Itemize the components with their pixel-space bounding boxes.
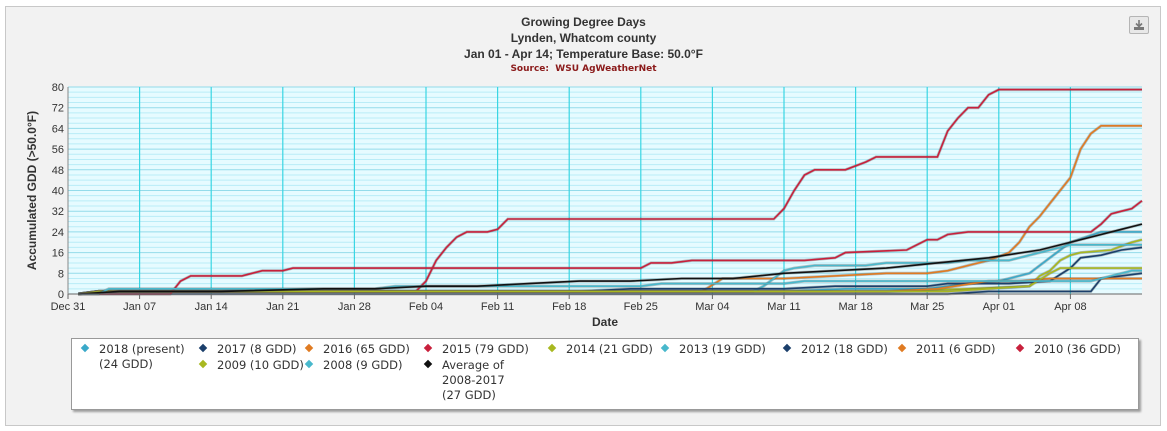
y-axis-ticks: 0 8 16 24 32 40 48 56 64 72 80 (52, 82, 64, 301)
x-tick-label: Mar 18 (838, 301, 872, 313)
legend-label: 2010 (36 GDD) (1034, 342, 1121, 356)
legend-marker (198, 343, 208, 353)
legend-label: 2008 (9 GDD) (323, 358, 403, 372)
chart-legend: 2018 (present) (24 GDD) 2017 (8 GDD) 2016 … (71, 338, 1139, 410)
y-tick-label: 8 (58, 268, 64, 280)
x-tick-label: Jan 07 (123, 301, 156, 313)
source-name: WSU AgWeatherNet (555, 64, 657, 74)
legend-label: 2011 (6 GDD) (916, 342, 996, 356)
legend-marker (547, 343, 557, 353)
legend-label: 2009 (10 GDD) (217, 358, 304, 372)
legend-label: 2014 (21 GDD) (566, 342, 653, 356)
chart-title: Growing Degree Days (521, 15, 646, 29)
download-icon (1134, 20, 1144, 30)
legend-label: 2018 (present) (24 GDD) (99, 342, 185, 371)
y-tick-label: 80 (52, 82, 64, 94)
x-tick-label: Feb 25 (624, 301, 658, 313)
legend-marker (80, 343, 90, 353)
series-line-11 (78, 223, 1143, 295)
legend-label: 2012 (18 GDD) (801, 342, 888, 356)
legend-label: 2015 (79 GDD) (442, 342, 529, 356)
legend-label: 2013 (19 GDD) (679, 342, 766, 356)
series-line-8 (78, 200, 1143, 295)
chart-title-block: Growing Degree Days Lynden, Whatcom coun… (0, 14, 1167, 62)
legend-marker (423, 359, 433, 369)
y-tick-label: 56 (52, 144, 64, 156)
x-axis-label: Date (592, 315, 618, 329)
legend-marker (660, 343, 670, 353)
x-tick-label: Apr 08 (1054, 301, 1086, 313)
vertical-gridlines (139, 87, 1072, 294)
series-line-5 (78, 244, 1142, 295)
x-tick-label: Feb 04 (409, 301, 443, 313)
series-lines (78, 88, 1143, 296)
legend-marker (782, 343, 792, 353)
export-button[interactable] (1129, 16, 1149, 34)
x-tick-label: Jan 14 (195, 301, 228, 313)
x-tick-label: Mar 04 (695, 301, 729, 313)
y-tick-label: 0 (58, 289, 64, 301)
chart-subtitle-range: Jan 01 - Apr 14; Temperature Base: 50.0°… (464, 47, 703, 61)
legend-marker (198, 359, 208, 369)
legend-marker (1015, 343, 1025, 353)
y-tick-label: 32 (52, 206, 64, 218)
horizontal-gridlines (68, 86, 1142, 295)
y-axis-label: Accumulated GDD (>50.0°F) (25, 111, 39, 270)
y-tick-label: 24 (52, 227, 64, 239)
series-line-3 (78, 88, 1142, 295)
x-tick-label: Feb 18 (552, 301, 586, 313)
y-tick-label: 64 (52, 123, 64, 135)
x-tick-label: Apr 01 (983, 301, 1015, 313)
series-line-6 (78, 246, 1143, 295)
x-tick-label: Jan 21 (266, 301, 299, 313)
x-axis-ticks: Dec 31 Jan 07 Jan 14 Jan 21 Jan 28 Feb 04 Feb … (51, 294, 1087, 313)
x-tick-label: Jan 28 (338, 301, 371, 313)
legend-label: 2017 (8 GDD) (217, 342, 297, 356)
x-tick-label: Dec 31 (51, 301, 86, 313)
series-line-9 (78, 267, 1142, 295)
y-tick-label: 48 (52, 165, 64, 177)
chart-subtitle-location: Lynden, Whatcom county (510, 31, 657, 45)
x-tick-label: Feb 11 (481, 301, 514, 313)
source-label: Source: (510, 64, 550, 74)
legend-label: 2016 (65 GDD) (323, 342, 410, 356)
y-tick-label: 16 (52, 248, 64, 260)
x-tick-label: Mar 25 (910, 301, 944, 313)
x-tick-label: Mar 11 (767, 301, 800, 313)
y-tick-label: 72 (52, 103, 64, 115)
chart-source: Source: WSU AgWeatherNet (0, 64, 1167, 74)
y-tick-label: 40 (52, 186, 64, 198)
legend-label: Average of 2008-2017 (27 GDD) (442, 358, 505, 402)
